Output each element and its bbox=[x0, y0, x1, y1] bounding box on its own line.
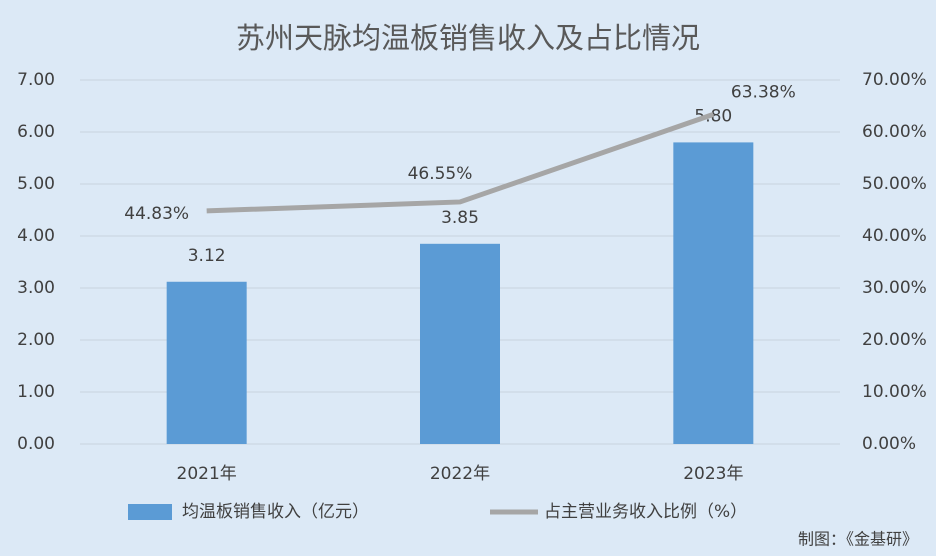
y-tick-label: 0.00 bbox=[17, 434, 55, 454]
bar-value-label: 3.85 bbox=[441, 208, 479, 228]
legend-swatch bbox=[128, 504, 172, 520]
bar-value-label: 3.12 bbox=[188, 246, 226, 266]
x-tick-label: 2021年 bbox=[177, 464, 237, 484]
legend-label: 占主营业务收入比例（%） bbox=[544, 502, 747, 522]
y2-tick-label: 70.00% bbox=[862, 70, 927, 90]
y-tick-label: 4.00 bbox=[17, 226, 55, 246]
line bbox=[206, 112, 715, 214]
y-tick-label: 6.00 bbox=[17, 122, 55, 142]
y2-tick-label: 40.00% bbox=[862, 226, 927, 246]
y2-tick-label: 30.00% bbox=[862, 278, 927, 298]
chart-title: 苏州天脉均温板销售收入及占比情况 bbox=[236, 21, 700, 55]
x-tick-label: 2023年 bbox=[683, 464, 743, 484]
bar bbox=[420, 243, 500, 444]
y-tick-label: 1.00 bbox=[17, 382, 55, 402]
line-value-label: 63.38% bbox=[731, 82, 796, 102]
y-tick-label: 7.00 bbox=[17, 70, 55, 90]
line-value-label: 44.83% bbox=[124, 204, 189, 224]
y-tick-label: 3.00 bbox=[17, 278, 55, 298]
line-value-label: 46.55% bbox=[408, 164, 473, 184]
y2-tick-label: 0.00% bbox=[862, 434, 916, 454]
legend-label: 均温板销售收入（亿元） bbox=[182, 502, 369, 522]
y2-tick-label: 20.00% bbox=[862, 330, 927, 350]
source-note: 制图：《金基研》 bbox=[798, 530, 918, 549]
bar bbox=[166, 281, 247, 444]
y2-tick-label: 60.00% bbox=[862, 122, 927, 142]
y2-tick-label: 10.00% bbox=[862, 382, 927, 402]
y2-tick-label: 50.00% bbox=[862, 174, 927, 194]
bar bbox=[673, 142, 754, 444]
y-tick-label: 5.00 bbox=[17, 174, 55, 194]
x-tick-label: 2022年 bbox=[430, 464, 490, 484]
y-tick-label: 2.00 bbox=[17, 330, 55, 350]
